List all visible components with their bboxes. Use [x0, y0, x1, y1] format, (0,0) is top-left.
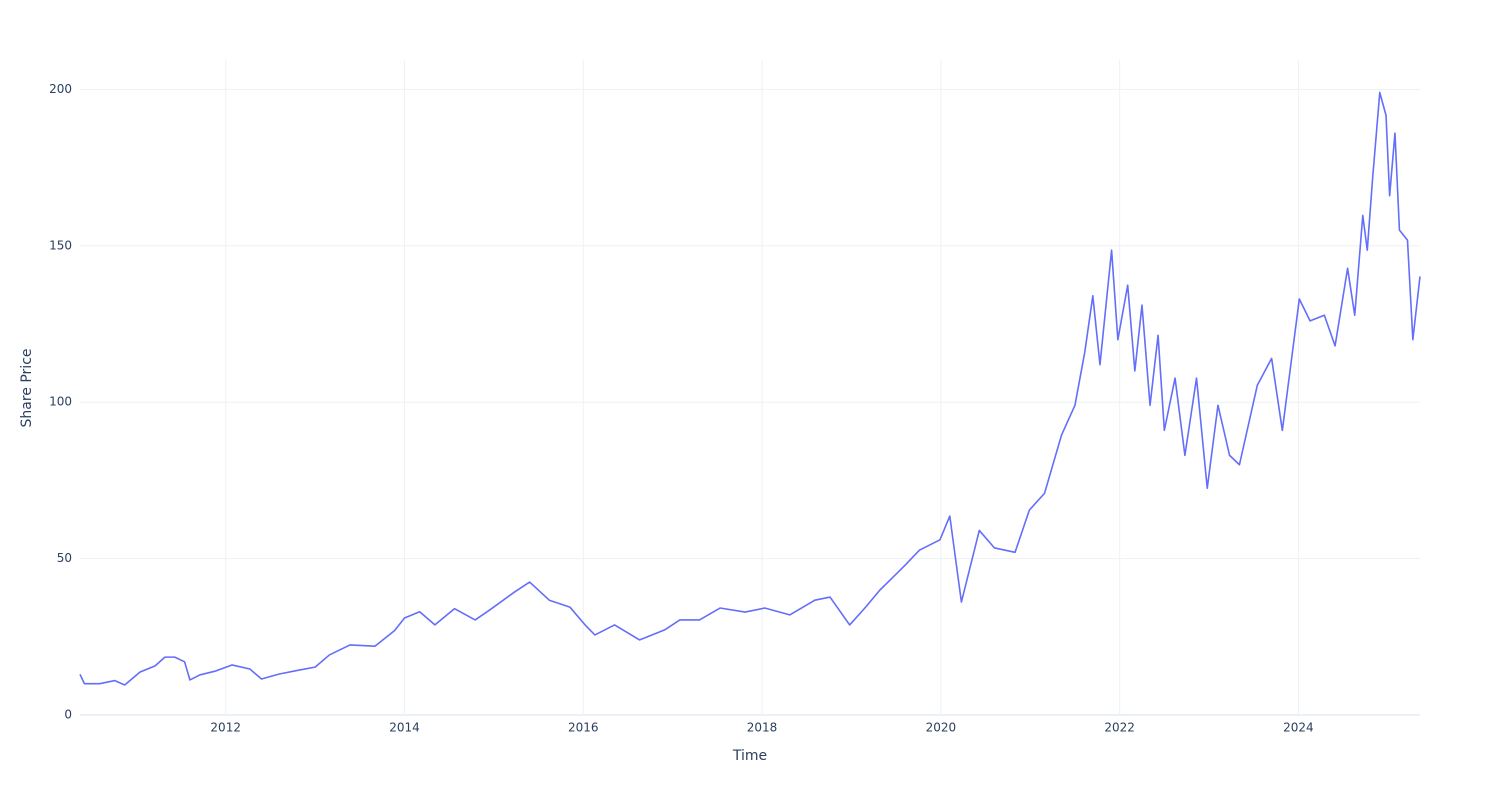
x-tick-label: 2022 — [1104, 721, 1135, 735]
x-tick-label: 2016 — [568, 721, 599, 735]
x-tick-label: 2014 — [389, 721, 420, 735]
y-tick-label: 100 — [49, 395, 72, 409]
x-axis-title: Time — [732, 748, 767, 764]
y-axis-title: Share Price — [19, 348, 35, 427]
x-tick-label: 2020 — [926, 721, 957, 735]
x-tick-label: 2018 — [747, 721, 778, 735]
price-line — [79, 91, 1421, 686]
x-tick-label: 2012 — [210, 721, 241, 735]
y-tick-label: 50 — [57, 551, 72, 565]
y-tick-label: 0 — [64, 708, 72, 722]
y-tick-label: 200 — [49, 82, 72, 96]
x-tick-label: 2024 — [1283, 721, 1314, 735]
y-tick-label: 150 — [49, 238, 72, 252]
